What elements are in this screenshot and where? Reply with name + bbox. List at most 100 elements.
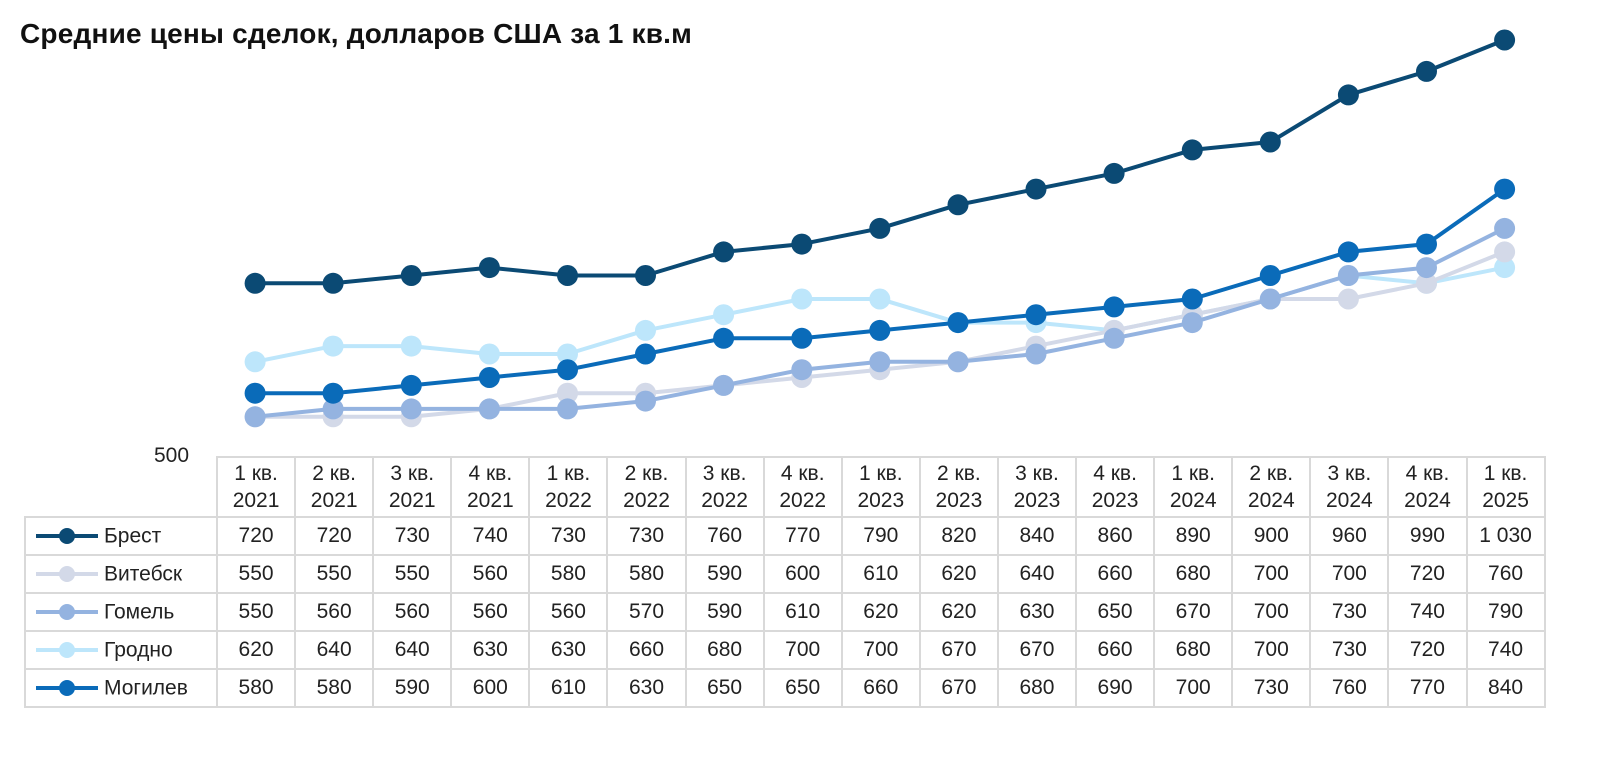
x-axis-category-label: 4 кв. 2023 [1075,456,1156,518]
data-label: 660 [1075,630,1156,670]
data-label: 760 [684,516,765,556]
data-point-brest [322,272,344,294]
data-point-gomel [322,398,344,420]
data-label: 550 [294,554,375,594]
data-label: 630 [528,630,609,670]
data-point-mogilev [947,312,969,334]
data-point-vitebsk [557,382,578,404]
data-label: 620 [918,554,999,594]
data-point-gomel [869,351,891,373]
data-label: 730 [1231,668,1312,708]
data-label: 640 [294,630,375,670]
data-label: 700 [1231,592,1312,632]
data-label: 760 [1465,554,1546,594]
legend-marker-grodno [36,642,98,659]
data-label: 640 [372,630,453,670]
data-point-mogilev [1259,265,1281,286]
data-label: 620 [918,592,999,632]
data-label: 760 [1309,668,1390,708]
data-label: 550 [215,592,297,632]
data-label: 670 [918,630,999,670]
data-point-mogilev [1416,233,1437,255]
data-label: 720 [215,516,297,556]
data-label: 790 [1465,592,1546,632]
data-label: 820 [918,516,999,556]
data-label: 730 [1309,630,1390,670]
data-label: 660 [840,668,921,708]
data-label: 590 [684,554,765,594]
data-point-vitebsk [1494,241,1516,263]
legend-label: Витебск [104,562,183,586]
series-brest [244,29,1516,294]
x-axis-category-label: 3 кв. 2022 [684,456,765,518]
legend-label: Могилев [104,676,188,700]
data-point-brest [400,265,422,286]
data-label: 590 [372,668,453,708]
data-point-brest [1259,131,1281,153]
data-label: 690 [1075,668,1156,708]
data-label: 700 [1231,554,1312,594]
data-label: 560 [528,592,609,632]
x-axis-category-label: 2 кв. 2024 [1231,456,1312,518]
data-label: 840 [996,516,1078,556]
data-table: 1 кв. 2021 2 кв. 2021 3 кв. 2021 4 кв. 2021 1 кв… [24,456,1546,708]
data-label: 620 [840,592,921,632]
data-label: 670 [1153,592,1234,632]
data-label: 700 [840,630,921,670]
data-point-gomel [1259,288,1281,310]
data-point-gomel [1025,343,1047,365]
data-label: 700 [762,630,843,670]
data-label: 630 [450,630,531,670]
data-label: 560 [450,592,531,632]
legend-entry-vitebsk: Витебск [24,554,218,594]
data-label: 610 [528,668,609,708]
series-mogilev [244,178,1516,404]
data-point-brest [1181,139,1203,161]
data-point-grodno [322,335,344,357]
data-point-brest [635,265,656,286]
data-label: 580 [294,668,375,708]
x-axis-category-label: 2 кв. 2021 [294,456,375,518]
data-label: 730 [1309,592,1390,632]
data-label: 670 [996,630,1078,670]
data-point-gomel [791,359,813,381]
data-point-brest [1416,60,1437,82]
data-label: 560 [294,592,375,632]
legend-marker-vitebsk [36,566,98,583]
data-point-mogilev [400,374,422,396]
data-point-grodno [244,351,266,373]
data-point-grodno [1494,257,1516,279]
data-point-brest [791,233,813,255]
data-point-grodno [635,319,656,341]
x-axis-category-label: 1 кв. 2021 [215,456,297,518]
data-label: 960 [1309,516,1390,556]
table-row: Могилев 580 580 590 600 610 630 650 650 660 670 680… [24,668,1546,708]
data-point-grodno [791,288,813,310]
x-axis-category-label: 2 кв. 2023 [918,456,999,518]
legend-marker-brest [36,528,98,545]
data-point-gomel [244,406,266,428]
data-label: 720 [1387,630,1468,670]
data-label: 590 [684,592,765,632]
legend-marker-gomel [36,604,98,621]
table-row: Гродно 620 640 640 630 630 660 680 700 700 670 670 6… [24,630,1546,670]
data-label: 680 [684,630,765,670]
data-label: 670 [918,668,999,708]
data-label: 650 [684,668,765,708]
data-label: 610 [762,592,843,632]
data-label: 550 [215,554,297,594]
data-label: 570 [606,592,687,632]
data-point-gomel [478,398,500,420]
data-point-mogilev [791,327,813,349]
data-label: 720 [1387,554,1468,594]
data-label: 680 [1153,630,1234,670]
table-corner [25,457,218,517]
data-label: 740 [1465,630,1546,670]
data-label: 990 [1387,516,1468,556]
data-label: 700 [1309,554,1390,594]
series-line-grodno [254,265,1505,364]
data-label: 770 [1387,668,1468,708]
data-point-gomel [1494,217,1516,239]
data-label: 790 [840,516,921,556]
x-axis-category-label: 1 кв. 2023 [840,456,921,518]
